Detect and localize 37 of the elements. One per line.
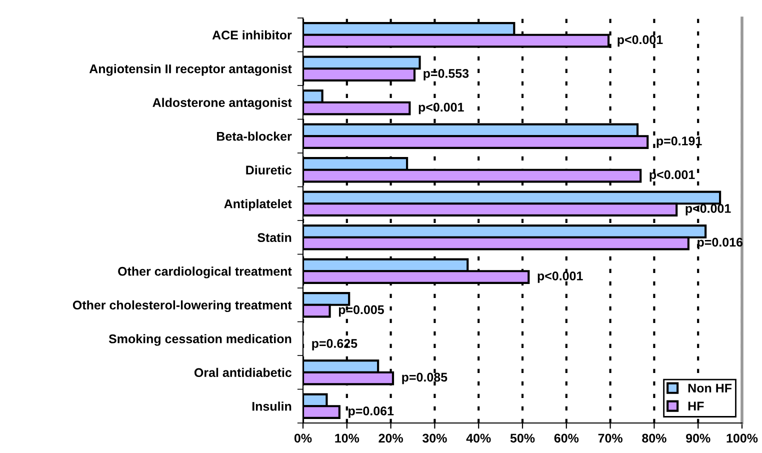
y-tick-label: Beta-blocker <box>217 132 292 141</box>
annotation: p=0.085 <box>402 372 448 384</box>
annotation: p=0.553 <box>424 69 469 80</box>
x-tick-label: 90% <box>686 434 710 443</box>
y-tick-label: Oral antidiabetic <box>194 368 292 378</box>
x-tick-label: 70% <box>598 434 622 443</box>
y-tick-label: Angiotensin II receptor antagonist <box>89 64 292 76</box>
y-tick-label: Aldosterone antagonist <box>152 98 292 110</box>
legend-label: Non HF <box>688 384 732 393</box>
annotation: p<0.001 <box>538 272 583 283</box>
annotation: p<0.001 <box>686 204 731 216</box>
annotation: p<0.001 <box>618 35 663 47</box>
y-tick-label: Smoking cessation medication <box>108 334 292 346</box>
annotation: p=0.016 <box>698 238 743 250</box>
legend-label: HF <box>688 402 704 410</box>
y-tick-label: Other cardiological treatment <box>118 266 292 278</box>
y-tick-label: Insulin <box>252 402 292 411</box>
x-tick-label: 10% <box>335 434 360 443</box>
x-tick-label: 40% <box>466 434 491 443</box>
x-tick-label: 0% <box>294 434 312 443</box>
annotation: p<0.001 <box>650 170 695 182</box>
y-tick-label: Diuretic <box>246 165 292 175</box>
y-tick-label: Statin <box>258 232 292 242</box>
annotation: p<0.001 <box>418 102 464 114</box>
y-tick-label: Antiplatelet <box>224 199 292 211</box>
x-tick-label: 80% <box>642 434 666 443</box>
annotation: p=0.005 <box>338 305 384 317</box>
x-tick-label: 20% <box>378 434 403 443</box>
y-tick-label: ACE inhibitor <box>212 30 292 40</box>
x-tick-label: 60% <box>554 434 579 443</box>
x-tick-label: 100% <box>726 434 758 443</box>
annotation: p=0.625 <box>312 339 358 350</box>
annotation: p=0.061 <box>348 406 394 418</box>
annotation: p=0.191 <box>656 136 702 148</box>
x-tick-label: 50% <box>510 434 535 443</box>
y-tick-label: Other cholesterol-lowering treatment <box>72 300 292 312</box>
x-tick-label: 30% <box>422 434 447 443</box>
